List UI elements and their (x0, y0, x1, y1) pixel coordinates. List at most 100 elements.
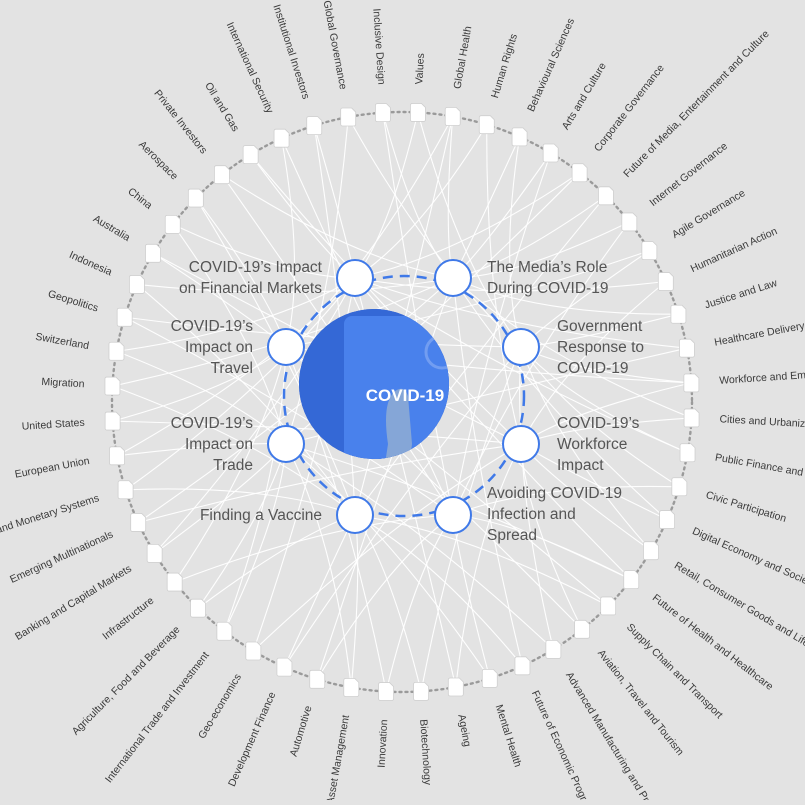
outer-topic-node[interactable] (478, 115, 495, 135)
outer-topic-label[interactable]: Development Finance (226, 690, 278, 788)
inner-topic-label[interactable]: COVID-19’s Impact on Trade (170, 415, 253, 474)
outer-topic-label[interactable]: Geo-economics (196, 672, 244, 741)
outer-topic-node[interactable] (145, 243, 161, 263)
inner-topic-node[interactable] (336, 496, 374, 534)
outer-topic-label[interactable]: Values (413, 53, 427, 85)
inner-topic-node[interactable] (502, 328, 540, 366)
outer-topic-node[interactable] (481, 668, 498, 688)
outer-topic-node[interactable] (514, 656, 531, 676)
outer-topic-node[interactable] (273, 128, 290, 148)
inner-topic-label[interactable]: COVID-19’s Workforce Impact (557, 415, 640, 474)
outer-topic-label[interactable]: United States (21, 417, 85, 433)
outer-topic-node[interactable] (306, 116, 323, 136)
outer-topic-node[interactable] (104, 411, 121, 431)
outer-topic-node[interactable] (116, 307, 133, 327)
outer-topic-node[interactable] (679, 338, 695, 358)
outer-topic-node[interactable] (117, 480, 134, 500)
outer-topic-node[interactable] (571, 163, 588, 183)
outer-topic-node[interactable] (413, 681, 429, 701)
outer-topic-node[interactable] (621, 212, 638, 232)
outer-topic-label[interactable]: European Union (14, 455, 91, 481)
outer-topic-node[interactable] (444, 107, 461, 126)
outer-topic-node[interactable] (542, 143, 559, 163)
inner-topic-node[interactable] (502, 425, 540, 463)
outer-topic-label[interactable]: Mental Health (493, 703, 524, 769)
outer-topic-label[interactable]: Internet Governance (647, 140, 730, 209)
outer-topic-label[interactable]: Behavioural Sciences (525, 16, 577, 113)
outer-topic-node[interactable] (659, 510, 675, 529)
inner-topic-label[interactable]: COVID-19’s Impact on Travel (170, 318, 253, 377)
outer-topic-label[interactable]: Public Finance and Social Protection (714, 451, 805, 493)
outer-topic-node[interactable] (343, 678, 360, 697)
outer-topic-label[interactable]: Automotive (288, 704, 315, 758)
outer-topic-label[interactable]: International Security (224, 20, 276, 115)
outer-topic-node[interactable] (683, 408, 700, 428)
outer-topic-label[interactable]: Migration (41, 376, 85, 390)
outer-topic-node[interactable] (166, 572, 183, 592)
outer-topic-label[interactable]: Emerging Multinationals (8, 528, 115, 585)
inner-topic-label[interactable]: Government Response to COVID-19 (557, 318, 645, 377)
outer-topic-node[interactable] (641, 241, 658, 261)
outer-topic-label[interactable]: Oil and Gas (202, 80, 241, 134)
outer-topic-label[interactable]: Switzerland (34, 331, 90, 352)
outer-topic-label[interactable]: Workforce and Employment (719, 366, 805, 386)
outer-topic-label[interactable]: International Trade and Investment (103, 650, 212, 786)
outer-topic-node[interactable] (574, 619, 590, 639)
outer-topic-node[interactable] (309, 669, 326, 689)
center-hub[interactable]: COVID-19 (299, 309, 466, 484)
outer-topic-label[interactable]: Biotechnology (417, 719, 433, 786)
outer-topic-label[interactable]: Global Governance (321, 0, 350, 91)
outer-topic-node[interactable] (657, 272, 674, 291)
outer-topic-label[interactable]: Insurance and Asset Management (312, 714, 352, 805)
outer-topic-label[interactable]: Geopolitics (47, 288, 100, 315)
outer-topic-node[interactable] (511, 127, 528, 147)
outer-topic-node[interactable] (643, 541, 659, 561)
outer-topic-label[interactable]: China (125, 185, 154, 211)
outer-topic-node[interactable] (242, 145, 259, 165)
inner-topic-label[interactable]: Avoiding COVID-19 Infection and Spread (487, 485, 622, 544)
inner-topic-node[interactable] (434, 496, 472, 534)
outer-topic-node[interactable] (130, 513, 147, 532)
outer-topic-label[interactable]: Civic Participation (704, 489, 787, 525)
outer-topic-node[interactable] (375, 103, 391, 123)
outer-topic-node[interactable] (545, 639, 562, 659)
inner-topic-node[interactable] (434, 259, 472, 297)
inner-topic-label[interactable]: Finding a Vaccine (199, 507, 322, 524)
outer-topic-node[interactable] (683, 373, 700, 393)
outer-topic-label[interactable]: Arts and Culture (560, 61, 609, 132)
inner-topic-label[interactable]: The Media’s Role During COVID-19 (487, 259, 609, 297)
inner-topic-node[interactable] (267, 425, 305, 463)
outer-topic-node[interactable] (104, 376, 121, 396)
outer-topic-node[interactable] (108, 341, 125, 361)
outer-topic-node[interactable] (447, 677, 464, 697)
outer-topic-node[interactable] (109, 446, 125, 466)
outer-topic-node[interactable] (670, 304, 687, 324)
outer-topic-label[interactable]: Humanitarian Action (689, 225, 780, 275)
outer-topic-node[interactable] (340, 107, 357, 127)
outer-topic-label[interactable]: Healthcare Delivery (713, 320, 805, 349)
outer-topic-node[interactable] (190, 598, 206, 618)
outer-topic-label[interactable]: Institutional Investors (270, 3, 311, 101)
outer-topic-label[interactable]: Innovation (376, 719, 391, 768)
outer-topic-label[interactable]: Aerospace (136, 139, 180, 183)
outer-topic-label[interactable]: Indonesia (67, 249, 114, 278)
outer-topic-node[interactable] (187, 188, 204, 208)
outer-topic-label[interactable]: Inclusive Design (370, 8, 387, 85)
outer-topic-node[interactable] (410, 103, 426, 122)
inner-topic-label[interactable]: COVID-19’s Impact on Financial Markets (178, 259, 322, 297)
outer-topic-label[interactable]: Agile Governance (670, 187, 748, 241)
outer-topic-node[interactable] (146, 543, 163, 563)
outer-topic-node[interactable] (245, 641, 262, 661)
outer-topic-node[interactable] (164, 214, 181, 234)
outer-topic-label[interactable]: Global Health (451, 25, 474, 90)
inner-topic-node[interactable] (336, 259, 374, 297)
outer-topic-node[interactable] (598, 186, 614, 206)
outer-topic-node[interactable] (623, 570, 640, 590)
outer-topic-label[interactable]: Ageing (455, 713, 473, 748)
outer-topic-node[interactable] (276, 657, 293, 677)
outer-topic-label[interactable]: Human Rights (489, 32, 520, 99)
outer-topic-node[interactable] (378, 682, 394, 701)
outer-topic-node[interactable] (214, 165, 230, 185)
outer-topic-node[interactable] (600, 596, 617, 616)
outer-topic-label[interactable]: Cities and Urbanization (719, 413, 805, 431)
